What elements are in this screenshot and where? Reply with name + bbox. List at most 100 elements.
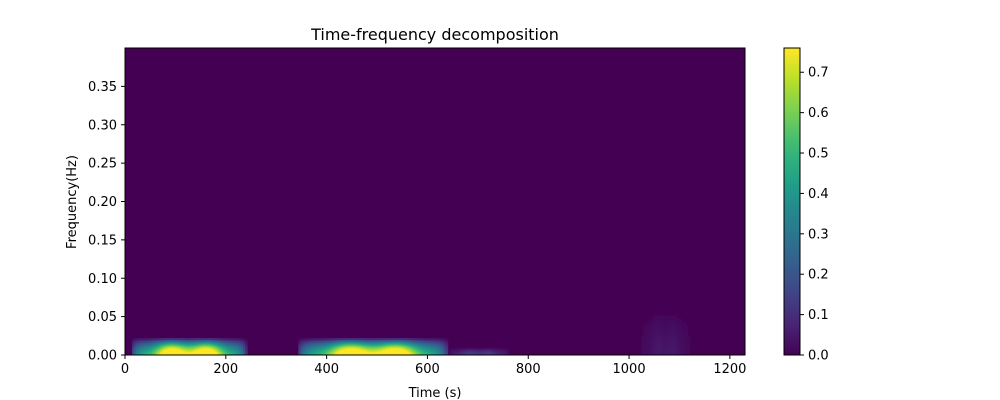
heatmap-cell [651,345,654,350]
heatmap-cell [657,318,660,323]
heatmap-cell [395,346,398,349]
heatmap-cell [429,341,433,344]
heatmap-cell [232,341,236,344]
heatmap-cell [387,344,390,346]
heatmap-cell [439,348,443,351]
heatmap-cell [373,350,376,352]
heatmap-cell [240,339,244,342]
heatmap-cell [210,346,214,349]
heatmap-cell [358,348,362,351]
heatmap-cell [334,353,338,355]
heatmap-cell [308,338,312,340]
heatmap-cell [370,350,374,352]
heatmap-cell [234,344,238,346]
heatmap-cell [395,342,398,345]
heatmap-cell [425,346,429,349]
heatmap-cell [166,353,169,355]
heatmap-cell [375,341,378,344]
heatmap-cell [643,328,646,333]
heatmap-cell [174,347,178,350]
heatmap-cell [641,341,644,346]
heatmap-cell [370,352,374,355]
heatmap-cell [336,352,340,355]
heatmap-cell [180,353,184,355]
heatmap-cell [344,350,348,352]
heatmap-cell [180,339,184,342]
heatmap-cell [316,352,320,355]
heatmap-cell [356,338,360,340]
heatmap-cell [397,341,400,344]
heatmap-cell [360,341,364,344]
heatmap-cell [675,325,679,330]
heatmap-cell [236,348,240,351]
heatmap-cell [687,345,691,350]
heatmap-cell [238,345,242,348]
heatmap-cell [356,340,360,343]
heatmap-cell [326,340,330,343]
heatmap-cell [240,344,244,346]
heatmap-cell [370,342,374,345]
heatmap-cell [160,351,163,354]
heatmap-cell [443,346,447,349]
heatmap-cell [364,352,368,355]
heatmap-cell [358,341,362,344]
heatmap-cell [132,345,135,348]
heatmap-cell [441,346,445,349]
heatmap-cell [659,338,662,343]
heatmap-cell [645,341,648,346]
heatmap-cell [236,353,240,355]
heatmap-cell [362,345,366,348]
heatmap-cell [683,325,687,330]
heatmap-cell [389,340,392,343]
heatmap-cell [419,344,422,346]
heatmap-cell [322,351,326,354]
heatmap-cell [350,347,354,350]
heatmap-cell [685,351,689,355]
heatmap-cell [409,344,412,346]
heatmap-cell [302,352,306,355]
heatmap-cell [188,345,192,348]
heatmap-cell [379,351,382,354]
heatmap-cell [216,347,220,350]
heatmap-cell [379,338,382,340]
heatmap-cell [238,344,242,346]
heatmap-cell [354,342,358,345]
heatmap-cell [330,352,334,355]
heatmap-cell [356,344,360,346]
heatmap-cell [310,338,314,340]
heatmap-cell [379,347,382,350]
heatmap-cell [487,347,491,349]
heatmap-cell [681,328,685,333]
heatmap-cell [429,338,433,340]
heatmap-cell [330,339,334,342]
heatmap-cell [405,338,408,340]
heatmap-cell [204,339,208,342]
heatmap-cell [314,351,318,354]
heatmap-cell [645,325,648,330]
heatmap-cell [332,340,336,343]
heatmap-cell [362,342,366,345]
heatmap-cell [373,353,376,355]
heatmap-cell [403,338,406,340]
heatmap-cell [180,351,184,354]
heatmap-cell [178,347,182,350]
heatmap-cell [214,345,218,348]
heatmap-cell [172,351,175,354]
heatmap-cell [330,345,334,348]
heatmap-cell [234,339,238,342]
heatmap-cell [360,345,364,348]
heatmap-cell [346,353,350,355]
heatmap-cell [138,353,141,355]
heatmap-cell [174,342,178,345]
heatmap-cell [190,347,194,350]
heatmap-cell [399,346,402,349]
heatmap-cell [194,346,198,349]
heatmap-cell [216,351,220,354]
heatmap-cell [156,352,159,355]
heatmap-cell [665,328,668,333]
heatmap-cell [409,346,412,349]
heatmap-cell [391,341,394,344]
heatmap-cell [214,342,218,345]
heatmap-cell [379,339,382,342]
heatmap-cell [220,352,224,355]
